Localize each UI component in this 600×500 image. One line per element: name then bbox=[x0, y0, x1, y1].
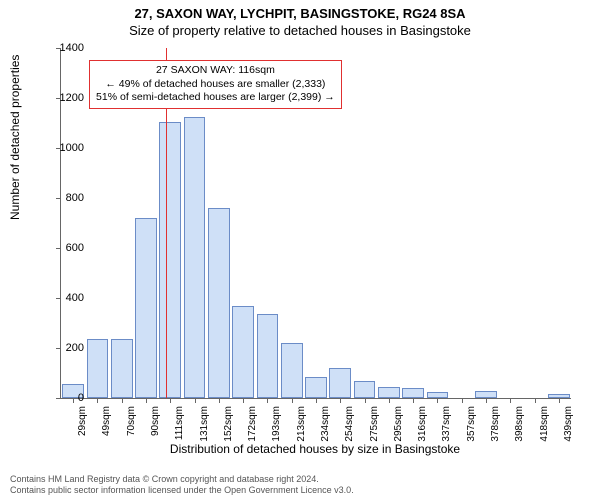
bar bbox=[475, 391, 497, 399]
bar bbox=[87, 339, 109, 398]
xtick-label: 193sqm bbox=[271, 406, 282, 442]
xtick-label: 378sqm bbox=[490, 406, 501, 442]
xtick-label: 254sqm bbox=[344, 406, 355, 442]
xtick-mark bbox=[97, 398, 98, 403]
xtick-mark bbox=[365, 398, 366, 403]
xtick-mark bbox=[510, 398, 511, 403]
ytick-label: 1400 bbox=[44, 42, 84, 54]
xtick-label: 213sqm bbox=[296, 406, 307, 442]
bar bbox=[281, 343, 303, 398]
chart-area: 29sqm49sqm70sqm90sqm111sqm131sqm152sqm17… bbox=[60, 48, 570, 398]
ytick-label: 600 bbox=[44, 242, 84, 254]
xtick-mark bbox=[170, 398, 171, 403]
xtick-label: 337sqm bbox=[441, 406, 452, 442]
xtick-label: 357sqm bbox=[466, 406, 477, 442]
xtick-mark bbox=[437, 398, 438, 403]
xtick-mark bbox=[413, 398, 414, 403]
xtick-label: 70sqm bbox=[126, 406, 137, 436]
ytick-label: 200 bbox=[44, 342, 84, 354]
ytick-label: 400 bbox=[44, 292, 84, 304]
xtick-label: 172sqm bbox=[247, 406, 258, 442]
xtick-label: 152sqm bbox=[223, 406, 234, 442]
bar bbox=[402, 388, 424, 398]
xtick-label: 49sqm bbox=[101, 406, 112, 436]
xtick-label: 90sqm bbox=[150, 406, 161, 436]
xtick-label: 111sqm bbox=[174, 406, 185, 440]
xtick-mark bbox=[486, 398, 487, 403]
xtick-label: 316sqm bbox=[417, 406, 428, 442]
bar bbox=[184, 117, 206, 398]
bar-chart: 29sqm49sqm70sqm90sqm111sqm131sqm152sqm17… bbox=[60, 48, 571, 399]
xtick-mark bbox=[462, 398, 463, 403]
page-subtitle: Size of property relative to detached ho… bbox=[0, 23, 600, 38]
xtick-label: 131sqm bbox=[199, 406, 210, 442]
xtick-label: 439sqm bbox=[563, 406, 574, 442]
annotation-box: 27 SAXON WAY: 116sqm← 49% of detached ho… bbox=[89, 60, 342, 109]
xtick-label: 275sqm bbox=[369, 406, 380, 442]
xtick-mark bbox=[243, 398, 244, 403]
xtick-mark bbox=[219, 398, 220, 403]
annotation-line: 51% of semi-detached houses are larger (… bbox=[96, 91, 335, 105]
ytick-label: 1000 bbox=[44, 142, 84, 154]
xtick-label: 295sqm bbox=[393, 406, 404, 442]
annotation-line: ← 49% of detached houses are smaller (2,… bbox=[96, 78, 335, 92]
xtick-mark bbox=[292, 398, 293, 403]
xtick-mark bbox=[195, 398, 196, 403]
xtick-mark bbox=[340, 398, 341, 403]
bar bbox=[135, 218, 157, 398]
xtick-mark bbox=[389, 398, 390, 403]
bar bbox=[378, 387, 400, 398]
bar bbox=[208, 208, 230, 398]
ytick-label: 1200 bbox=[44, 92, 84, 104]
xtick-label: 29sqm bbox=[77, 406, 88, 436]
footer-attribution: Contains HM Land Registry data © Crown c… bbox=[10, 474, 354, 497]
bar bbox=[232, 306, 254, 399]
x-axis-label: Distribution of detached houses by size … bbox=[60, 442, 570, 456]
bar bbox=[111, 339, 133, 398]
xtick-label: 398sqm bbox=[514, 406, 525, 442]
page-title-address: 27, SAXON WAY, LYCHPIT, BASINGSTOKE, RG2… bbox=[0, 6, 600, 21]
xtick-label: 418sqm bbox=[539, 406, 550, 442]
bar bbox=[257, 314, 279, 398]
xtick-mark bbox=[267, 398, 268, 403]
footer-line-1: Contains HM Land Registry data © Crown c… bbox=[10, 474, 354, 485]
bar bbox=[329, 368, 351, 398]
bar bbox=[354, 381, 376, 399]
xtick-mark bbox=[535, 398, 536, 403]
bar bbox=[159, 122, 181, 398]
y-axis-label: Number of detached properties bbox=[8, 55, 22, 220]
xtick-mark bbox=[146, 398, 147, 403]
bar bbox=[305, 377, 327, 398]
xtick-label: 234sqm bbox=[320, 406, 331, 442]
annotation-line: 27 SAXON WAY: 116sqm bbox=[96, 64, 335, 78]
ytick-label: 800 bbox=[44, 192, 84, 204]
footer-line-2: Contains public sector information licen… bbox=[10, 485, 354, 496]
ytick-label: 0 bbox=[44, 392, 84, 404]
xtick-mark bbox=[316, 398, 317, 403]
xtick-mark bbox=[122, 398, 123, 403]
xtick-mark bbox=[559, 398, 560, 403]
